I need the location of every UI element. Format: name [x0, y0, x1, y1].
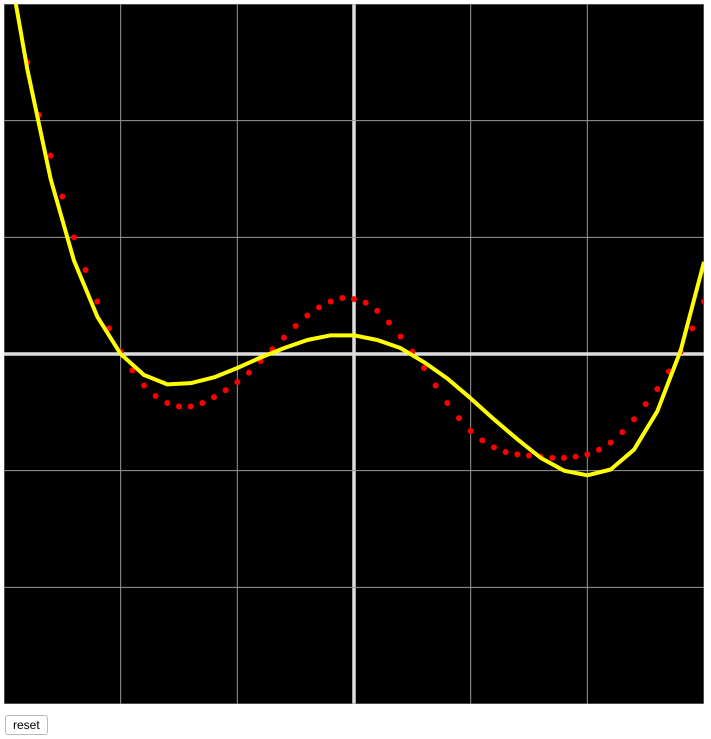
data-point	[152, 393, 159, 399]
data-point	[211, 394, 217, 401]
fit-curve	[13, 4, 704, 478]
data-point	[246, 369, 252, 376]
data-point	[654, 386, 661, 392]
data-point	[374, 307, 381, 314]
data-point	[187, 403, 194, 410]
data-point	[456, 415, 462, 422]
data-point	[444, 400, 451, 406]
data-point	[316, 304, 322, 311]
data-point	[386, 319, 392, 326]
data-point	[82, 267, 89, 273]
data-point	[304, 312, 311, 319]
data-point	[222, 387, 229, 394]
data-point	[526, 452, 532, 459]
data-point	[339, 295, 346, 301]
data-point	[502, 449, 509, 455]
data-point	[432, 382, 439, 389]
reset-button[interactable]: reset	[5, 715, 48, 735]
data-point	[479, 437, 486, 444]
data-point	[631, 416, 637, 423]
data-point	[596, 446, 602, 453]
data-point	[642, 401, 649, 408]
data-point	[141, 382, 147, 389]
data-point	[327, 298, 334, 305]
data-point	[397, 333, 404, 340]
data-point	[59, 193, 66, 200]
data-point	[281, 334, 287, 341]
data-point	[199, 400, 206, 406]
data-point	[514, 451, 521, 458]
data-point	[701, 298, 704, 305]
data-point	[572, 453, 579, 460]
data-point	[467, 428, 474, 434]
data-point	[351, 296, 357, 303]
data-point	[47, 152, 54, 159]
data-point	[619, 429, 626, 436]
data-point	[164, 400, 171, 406]
data-point	[129, 367, 136, 374]
data-point	[234, 379, 241, 385]
data-point	[292, 323, 299, 329]
plot	[4, 4, 704, 704]
data-point	[607, 439, 614, 446]
data-point	[176, 403, 182, 410]
data-point	[549, 454, 556, 461]
data-point	[561, 454, 567, 461]
data-point	[584, 451, 591, 458]
data-point	[94, 298, 101, 305]
data-point	[689, 325, 696, 332]
data-point	[362, 299, 369, 306]
data-point	[491, 444, 497, 451]
data-point	[421, 365, 427, 371]
data-point	[71, 234, 77, 241]
